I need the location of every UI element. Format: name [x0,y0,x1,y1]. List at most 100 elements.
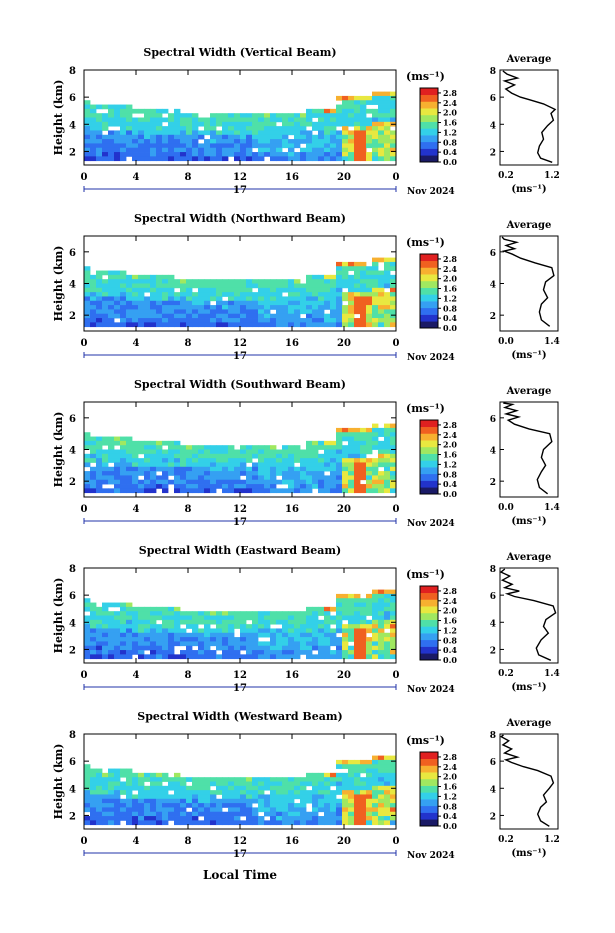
heatmap-cell [132,641,139,647]
x-tick-label: 16 [285,504,299,515]
heatmap-cell [324,790,331,795]
heatmap-cell [174,147,181,153]
heatmap-cell [276,453,283,459]
heatmap-cell [144,611,151,616]
heatmap-cell [300,645,307,651]
heatmap-cell [156,798,163,804]
heatmap-cell [390,423,397,429]
heatmap-cell [300,807,307,813]
colorbar-swatch [420,128,438,136]
heatmap-cell [234,318,241,323]
heatmap-cell [210,134,217,140]
heatmap-cell [162,820,169,826]
heatmap-cell [222,816,229,821]
average-title: Average [506,386,552,397]
heatmap-cell [96,436,103,442]
heatmap-cell [204,313,211,319]
heatmap-cell [384,139,391,144]
heatmap-cell [360,427,367,433]
heatmap-cell [96,650,103,655]
average-x-tick-label: 1.2 [544,171,560,181]
heatmap-cell [348,602,355,608]
heatmap-cell [96,654,103,660]
average-title: Average [506,718,552,729]
heatmap-cell [330,283,337,289]
heatmap-cell [264,807,271,813]
heatmap-cell [282,471,289,476]
heatmap-cell [84,436,91,442]
heatmap-cell [252,117,259,123]
heatmap-cell [180,458,187,463]
heatmap-cell [336,270,343,276]
heatmap-cell [366,274,373,280]
heatmap-cell [156,296,163,302]
colorbar-tick-label: 2.8 [443,88,457,98]
heatmap-cell [186,296,193,302]
heatmap-cell [360,292,367,297]
heatmap-cell [216,654,223,660]
heatmap-cell [276,654,283,660]
heatmap-cell [354,445,361,450]
heatmap-cell [336,139,343,144]
heatmap-cell [342,156,349,162]
heatmap-cell [156,130,163,136]
heatmap-cell [150,611,157,616]
heatmap-cell [342,152,349,157]
heatmap-cell [108,296,115,302]
heatmap-cell [342,598,349,603]
heatmap-cell [222,300,229,306]
heatmap-cell [342,637,349,642]
heatmap-cell [204,458,211,463]
heatmap-cell [96,126,103,131]
heatmap-cell [294,279,301,284]
heatmap-cell [210,309,217,315]
heatmap-cell [324,143,331,149]
heatmap-cell [210,475,217,481]
heatmap-cell [264,632,271,638]
heatmap-cell [306,645,313,651]
heatmap-cell [96,440,103,446]
heatmap-cell [348,300,355,306]
heatmap-cell [180,322,187,328]
heatmap-cell [306,108,313,114]
heatmap-cell [132,794,139,800]
heatmap-cell [348,152,355,157]
heatmap-cell [294,466,301,472]
heatmap-cell [204,296,211,302]
heatmap-cell [336,300,343,306]
heatmap-cell [360,759,367,765]
heatmap-cell [222,811,229,817]
heatmap-cell [366,462,373,468]
heatmap-cell [114,615,121,621]
heatmap-cell [306,139,313,144]
heatmap-cell [174,611,181,616]
heatmap-cell [288,816,295,821]
heatmap-cell [306,117,313,123]
heatmap-cell [306,152,313,157]
heatmap-cell [360,654,367,660]
heatmap-cell [144,305,151,310]
x-tick-label: 8 [185,670,192,681]
heatmap-cell [312,296,319,302]
heatmap-cell [264,777,271,782]
heatmap-cell [150,143,157,149]
heatmap-cell [348,261,355,267]
colorbar-tick-label: 1.2 [443,459,457,469]
heatmap-cell [216,296,223,302]
heatmap-cell [204,445,211,450]
heatmap-cell [282,466,289,472]
heatmap-cell [324,484,331,489]
heatmap-cell [366,637,373,642]
heatmap-cell [378,593,385,599]
heatmap-cell [114,279,121,284]
heatmap-cell [360,113,367,118]
heatmap-cell [348,147,355,153]
heatmap-cell [102,453,109,459]
heatmap-cell [282,313,289,319]
heatmap-cell [84,313,91,319]
heatmap-cell [246,322,253,328]
heatmap-cell [108,440,115,446]
heatmap-cell [282,794,289,800]
heatmap-cell [360,807,367,813]
heatmap-cell [84,322,91,328]
